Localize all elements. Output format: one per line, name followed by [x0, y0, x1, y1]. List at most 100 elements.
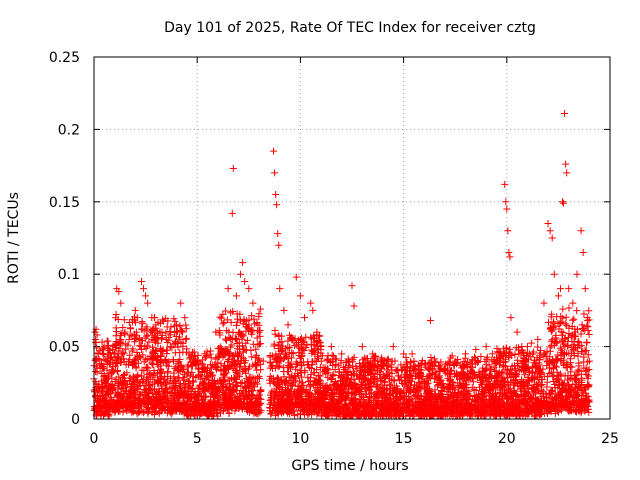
noise-point	[104, 358, 112, 366]
noise-point	[128, 332, 136, 340]
noise-point	[98, 338, 106, 346]
noise-point	[462, 400, 470, 408]
noise-point	[511, 365, 519, 373]
noise-point	[271, 412, 279, 420]
noise-point	[444, 383, 452, 391]
noise-point	[250, 315, 258, 323]
noise-point	[239, 332, 247, 340]
noise-point	[406, 363, 414, 371]
noise-point	[158, 382, 166, 390]
noise-point	[240, 395, 248, 403]
noise-point	[286, 343, 294, 351]
noise-point	[182, 321, 190, 329]
noise-point	[392, 408, 400, 416]
noise-point	[503, 399, 511, 407]
noise-point	[544, 318, 552, 326]
noise-point	[310, 341, 318, 349]
noise-point	[361, 354, 369, 362]
noise-point	[548, 399, 556, 407]
noise-point	[545, 389, 553, 397]
noise-point	[114, 389, 122, 397]
noise-point	[404, 384, 412, 392]
noise-point	[565, 381, 573, 389]
noise-point	[331, 366, 339, 374]
noise-point	[185, 383, 193, 391]
noise-point	[437, 410, 445, 418]
x-tick-label: 15	[395, 431, 413, 447]
noise-point	[189, 378, 197, 386]
noise-point	[133, 349, 141, 357]
noise-point	[569, 316, 577, 324]
noise-point	[176, 322, 184, 330]
noise-point	[267, 395, 275, 403]
noise-point	[149, 389, 157, 397]
noise-point	[210, 361, 218, 369]
noise-point	[104, 341, 112, 349]
noise-point	[582, 364, 590, 372]
noise-point	[183, 393, 191, 401]
noise-point	[318, 352, 326, 360]
noise-point	[514, 398, 522, 406]
noise-point	[390, 398, 398, 406]
noise-point	[381, 373, 389, 381]
noise-point	[216, 349, 224, 357]
noise-point	[393, 396, 401, 404]
noise-point	[210, 409, 218, 417]
noise-point	[582, 347, 590, 355]
noise-point	[244, 387, 252, 395]
noise-point	[552, 331, 560, 339]
noise-point	[296, 354, 304, 362]
noise-point	[577, 330, 585, 338]
noise-point	[251, 320, 259, 328]
noise-point	[528, 385, 536, 393]
noise-point	[572, 408, 580, 416]
noise-point	[337, 357, 345, 365]
noise-point	[547, 313, 555, 321]
noise-point	[144, 364, 152, 372]
data-points	[90, 109, 593, 420]
noise-point	[182, 325, 190, 333]
noise-point	[361, 384, 369, 392]
noise-point	[453, 403, 461, 411]
noise-point	[314, 409, 322, 417]
noise-point	[488, 403, 496, 411]
noise-point	[253, 362, 261, 370]
noise-point	[295, 348, 303, 356]
noise-point	[539, 365, 547, 373]
noise-point	[570, 344, 578, 352]
noise-point	[255, 372, 263, 380]
noise-point	[289, 350, 297, 358]
noise-point	[300, 382, 308, 390]
noise-point	[239, 320, 247, 328]
noise-point	[273, 406, 281, 414]
noise-point	[177, 384, 185, 392]
noise-point	[207, 347, 215, 355]
noise-point	[292, 365, 300, 373]
noise-point	[247, 328, 255, 336]
noise-point	[191, 352, 199, 360]
noise-point	[191, 393, 199, 401]
noise-point	[518, 363, 526, 371]
noise-point	[162, 329, 170, 337]
noise-point	[563, 361, 571, 369]
noise-point	[540, 372, 548, 380]
noise-point	[561, 320, 569, 328]
noise-point	[517, 391, 525, 399]
noise-point	[130, 390, 138, 398]
noise-point	[154, 394, 162, 402]
noise-point	[199, 385, 207, 393]
noise-point	[412, 406, 420, 414]
noise-point	[577, 381, 585, 389]
noise-point	[164, 372, 172, 380]
noise-point	[392, 387, 400, 395]
noise-point	[573, 402, 581, 410]
noise-point	[492, 374, 500, 382]
noise-point	[272, 357, 280, 365]
noise-point	[174, 374, 182, 382]
noise-point	[122, 381, 130, 389]
noise-point	[564, 391, 572, 399]
noise-point	[531, 389, 539, 397]
noise-point	[335, 408, 343, 416]
noise-point	[501, 392, 509, 400]
noise-point	[131, 334, 139, 342]
